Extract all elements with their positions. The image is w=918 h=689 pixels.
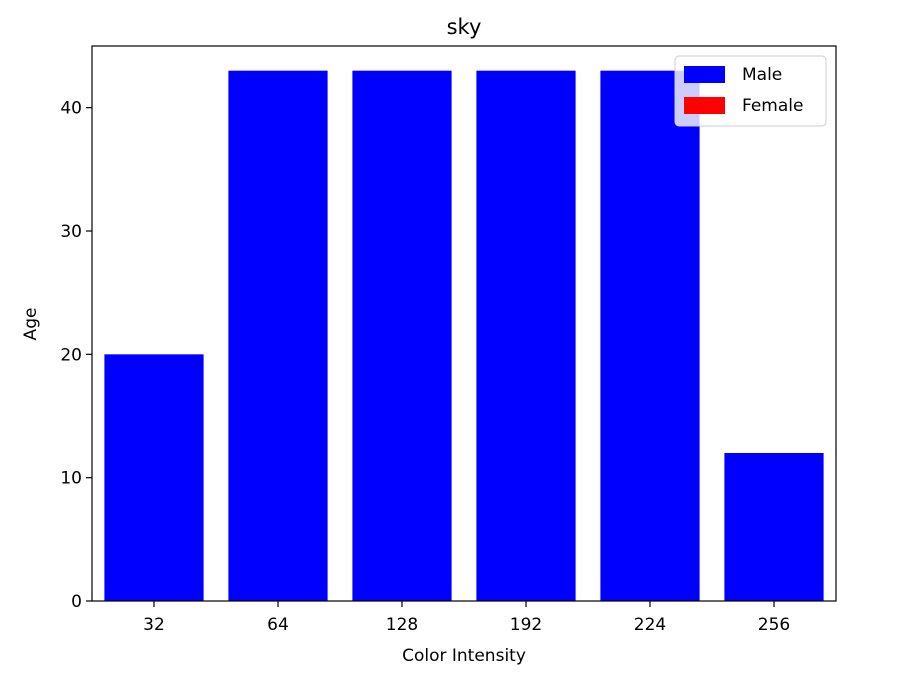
bar-male-64 xyxy=(228,70,328,601)
x-tick-label: 32 xyxy=(143,615,165,635)
x-axis-label: Color Intensity xyxy=(402,646,526,666)
y-tick-label: 0 xyxy=(71,592,82,612)
bar-male-32 xyxy=(104,354,204,601)
chart-title: sky xyxy=(447,15,482,39)
y-tick-label: 40 xyxy=(60,99,82,119)
bar-male-256 xyxy=(724,453,824,601)
plot-area xyxy=(92,46,836,601)
bar-male-224 xyxy=(600,70,700,601)
legend-label-male: Male xyxy=(742,65,782,85)
legend-items: Male Female xyxy=(684,65,803,116)
legend-swatch-female xyxy=(684,97,725,114)
x-tick-label: 224 xyxy=(634,615,666,635)
x-ticks-group: 32 64 128 192 224 256 xyxy=(143,601,790,635)
y-axis-label: Age xyxy=(21,308,41,341)
x-tick-label: 256 xyxy=(758,615,790,635)
bar-male-128 xyxy=(352,70,452,601)
x-tick-label: 192 xyxy=(510,615,542,635)
legend: Male Female xyxy=(674,55,827,127)
x-tick-label: 64 xyxy=(267,615,289,635)
bar-male-192 xyxy=(476,70,576,601)
bars-group xyxy=(104,70,824,601)
legend-label-female: Female xyxy=(742,96,803,116)
legend-swatch-male xyxy=(684,66,725,83)
x-tick-label: 128 xyxy=(386,615,418,635)
y-tick-label: 20 xyxy=(60,345,82,365)
y-ticks-group: 0 10 20 30 40 xyxy=(60,99,92,612)
y-tick-label: 30 xyxy=(60,222,82,242)
plot-frame xyxy=(91,45,837,602)
y-tick-label: 10 xyxy=(60,469,82,489)
